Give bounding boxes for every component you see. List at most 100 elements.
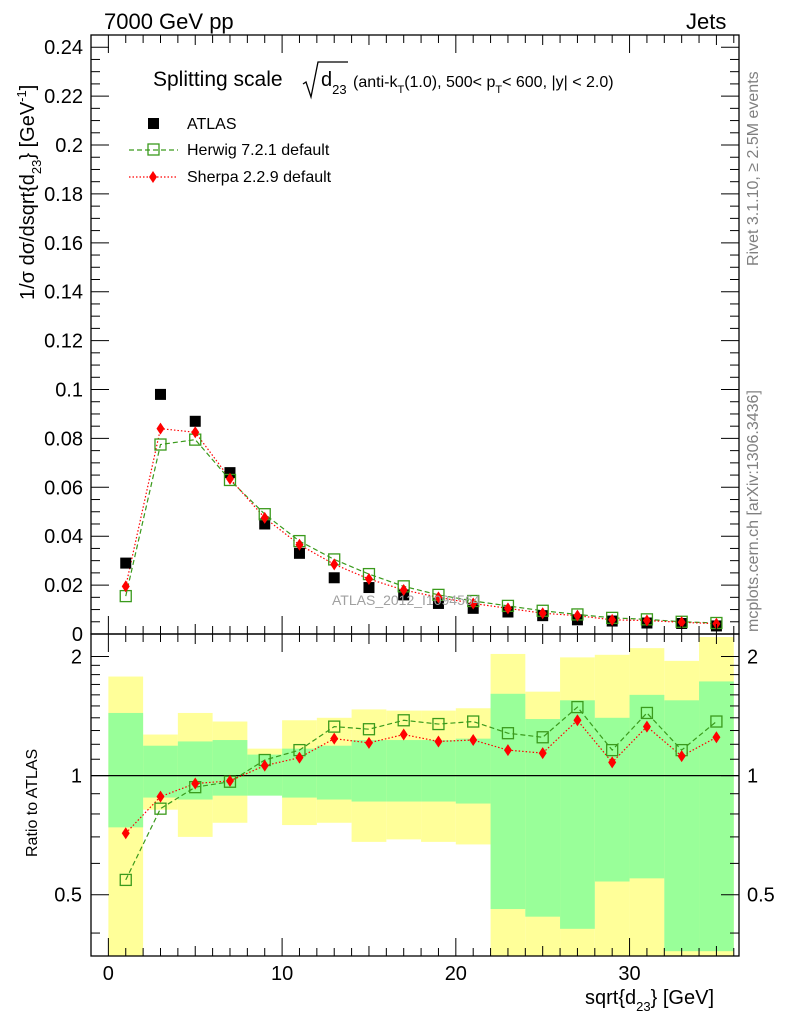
sherpa-ratio-point-3 <box>225 774 234 787</box>
herwig-ratio-point-11 <box>501 727 515 740</box>
sqrt-sign <box>302 61 348 100</box>
sherpa-point-9 <box>434 591 443 604</box>
atlas-point-5 <box>293 547 305 559</box>
sherpa-ratio-point-5 <box>295 751 304 764</box>
ratio-plot-frame <box>90 633 740 957</box>
x-tick-label-1: 10 <box>271 963 293 985</box>
ratio-band-inner-bin-9 <box>421 740 456 802</box>
header-process-label: Jets <box>686 9 727 34</box>
ratio-band-inner-bin-11 <box>490 693 526 910</box>
sherpa-point-10 <box>469 597 478 610</box>
atlas-point-1 <box>154 388 166 400</box>
legend-herwig-marker <box>147 143 160 156</box>
y-axis-title: 1/σ dσ/dsqrt{d23} [GeV-1] <box>14 85 44 300</box>
x-tick-label-0: 0 <box>103 963 114 985</box>
herwig-ratio-point-12 <box>536 731 549 744</box>
herwig-ratio-point-8 <box>397 714 410 727</box>
y-tick-label-8: 0.16 <box>44 233 83 255</box>
x-tick-label-2: 20 <box>445 963 467 985</box>
herwig-ratio-point-10 <box>467 715 480 728</box>
sherpa-ratio-point-14 <box>608 756 617 769</box>
legend-herwig-label: Herwig 7.2.1 default <box>187 142 330 159</box>
x-tick-label-3: 30 <box>618 963 640 985</box>
y-tick-label-2: 0.04 <box>44 526 83 548</box>
y-tick-label-5: 0.1 <box>55 380 83 402</box>
sherpa-point-16 <box>677 616 686 629</box>
atlas-point-4 <box>259 518 271 530</box>
ratio-y-tick-label-right-0: 0.5 <box>747 885 775 907</box>
ratio-band-inner-bin-10 <box>455 738 491 804</box>
ratio-band-inner-bin-17 <box>699 681 734 952</box>
sherpa-ratio-point-8 <box>399 728 408 741</box>
ratio-band-inner-bin-13 <box>560 700 595 929</box>
legend-atlas-label: ATLAS <box>187 116 237 133</box>
herwig-ratio-point-1 <box>154 802 167 815</box>
ratio-y-axis-title: Ratio to ATLAS <box>24 749 41 857</box>
herwig-ratio-point-14 <box>606 743 619 757</box>
sherpa-point-14 <box>608 613 617 626</box>
sherpa-ratio-point-16 <box>677 750 686 763</box>
sherpa-point-17 <box>712 617 721 630</box>
mcplots-label: mcplots.cern.ch [arXiv:1306.3436] <box>745 390 762 632</box>
herwig-point-1 <box>154 438 167 451</box>
sherpa-ratio-point-17 <box>712 731 721 744</box>
legend-sherpa-marker <box>149 171 157 183</box>
x-axis-title: sqrt{d23} [GeV] <box>585 987 714 1014</box>
sherpa-ratio-point-4 <box>260 759 269 772</box>
header-energy-label: 7000 GeV pp <box>104 9 234 34</box>
atlas-point-2 <box>189 415 201 427</box>
ratio-band-inner-bin-0 <box>108 712 144 828</box>
sherpa-point-13 <box>573 609 582 622</box>
y-tick-label-11: 0.22 <box>44 86 83 108</box>
sherpa-ratio-point-13 <box>573 714 582 727</box>
sherpa-ratio-point-15 <box>642 720 651 733</box>
atlas-point-7 <box>363 582 375 594</box>
ratio-y-tick-label-left-0: 0.5 <box>54 885 82 907</box>
sherpa-ratio-point-7 <box>364 736 373 749</box>
sherpa-point-2 <box>191 426 200 439</box>
herwig-ratio-point-15 <box>640 706 654 720</box>
y-tick-label-1: 0.02 <box>44 575 83 597</box>
ratio-band-inner-bin-1 <box>143 745 178 798</box>
y-tick-label-7: 0.14 <box>44 282 83 304</box>
sherpa-point-15 <box>642 614 651 627</box>
y-tick-label-9: 0.18 <box>44 184 83 206</box>
herwig-ratio-point-7 <box>362 723 376 736</box>
atlas-point-0 <box>120 557 132 569</box>
herwig-ratio-curve <box>125 706 717 881</box>
sherpa-ratio-point-1 <box>156 790 165 803</box>
ratio-band-inner-bin-16 <box>664 700 700 952</box>
sherpa-ratio-point-6 <box>330 732 339 745</box>
herwig-ratio-point-13 <box>571 700 584 714</box>
atlas-point-9 <box>432 597 444 609</box>
sherpa-point-0 <box>121 580 130 593</box>
sherpa-point-3 <box>225 472 234 485</box>
title-variable: d23 <box>321 69 347 97</box>
legend-sherpa-label: Sherpa 2.2.9 default <box>187 169 332 186</box>
sherpa-point-12 <box>538 607 547 620</box>
y-tick-label-3: 0.06 <box>44 477 83 499</box>
plot-title: Splitting scale <box>153 68 283 91</box>
ratio-y-tick-label-right-2: 2 <box>747 647 758 669</box>
sherpa-point-4 <box>260 511 269 524</box>
sherpa-ratio-point-0 <box>121 827 130 840</box>
sherpa-ratio-point-11 <box>503 744 512 757</box>
ratio-band-inner-bin-8 <box>386 740 422 802</box>
sherpa-point-11 <box>503 602 512 615</box>
legend: ATLAS Herwig 7.2.1 default Sherpa 2.2.9 … <box>129 116 332 186</box>
y-tick-label-6: 0.12 <box>44 331 83 353</box>
ratio-y-tick-label-left-1: 1 <box>71 766 82 788</box>
ratio-band-inner-bin-6 <box>316 745 352 800</box>
sherpa-ratio-point-10 <box>469 734 478 747</box>
atlas-point-3 <box>224 467 236 479</box>
herwig-ratio-point-17 <box>710 715 723 728</box>
ratio-band-inner-bin-7 <box>351 740 387 802</box>
herwig-ratio-point-0 <box>119 873 132 887</box>
sherpa-point-1 <box>156 422 165 435</box>
sherpa-point-8 <box>399 583 408 596</box>
y-tick-label-12: 0.24 <box>44 37 83 59</box>
ratio-band-inner-bin-14 <box>594 717 630 882</box>
atlas-point-6 <box>328 572 340 584</box>
ratio-band-inner-bin-2 <box>177 741 213 800</box>
